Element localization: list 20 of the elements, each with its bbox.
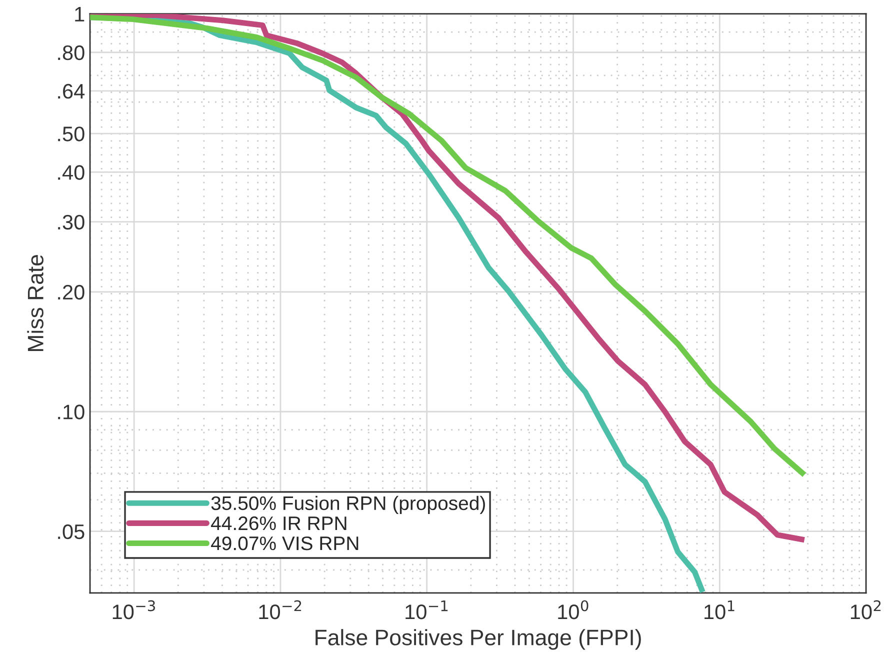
legend-label: 49.07% VIS RPN (211, 536, 358, 550)
y-tick-label: 1 (75, 7, 84, 22)
y-tick-label: .64 (58, 84, 85, 99)
x-tick-label: 10$^{−3}$ (112, 600, 155, 620)
y-tick-label: .80 (58, 45, 84, 60)
x-tick-label: 10$^{0}$ (558, 600, 588, 620)
y-axis-title: Miss Rate (27, 255, 44, 351)
y-tick-label: .10 (58, 404, 84, 420)
x-tick-label: 10$^{−2}$ (259, 600, 302, 620)
y-tick-label: .40 (58, 165, 84, 180)
x-tick-label: 10$^{1}$ (704, 600, 734, 620)
x-tick-label: 10$^{−1}$ (406, 600, 448, 620)
legend-label: 35.50% Fusion RPN (proposed) (211, 496, 485, 514)
y-tick-label: .50 (58, 126, 84, 142)
y-tick-label: .20 (58, 284, 84, 300)
x-axis-title: False Positives Per Image (FPPI) (316, 629, 641, 650)
y-tick-label: .30 (58, 214, 84, 230)
y-tick-label: .05 (58, 524, 84, 540)
x-tick-label: 10$^{2}$ (850, 600, 881, 620)
legend-label: 44.26% IR RPN (211, 516, 346, 530)
